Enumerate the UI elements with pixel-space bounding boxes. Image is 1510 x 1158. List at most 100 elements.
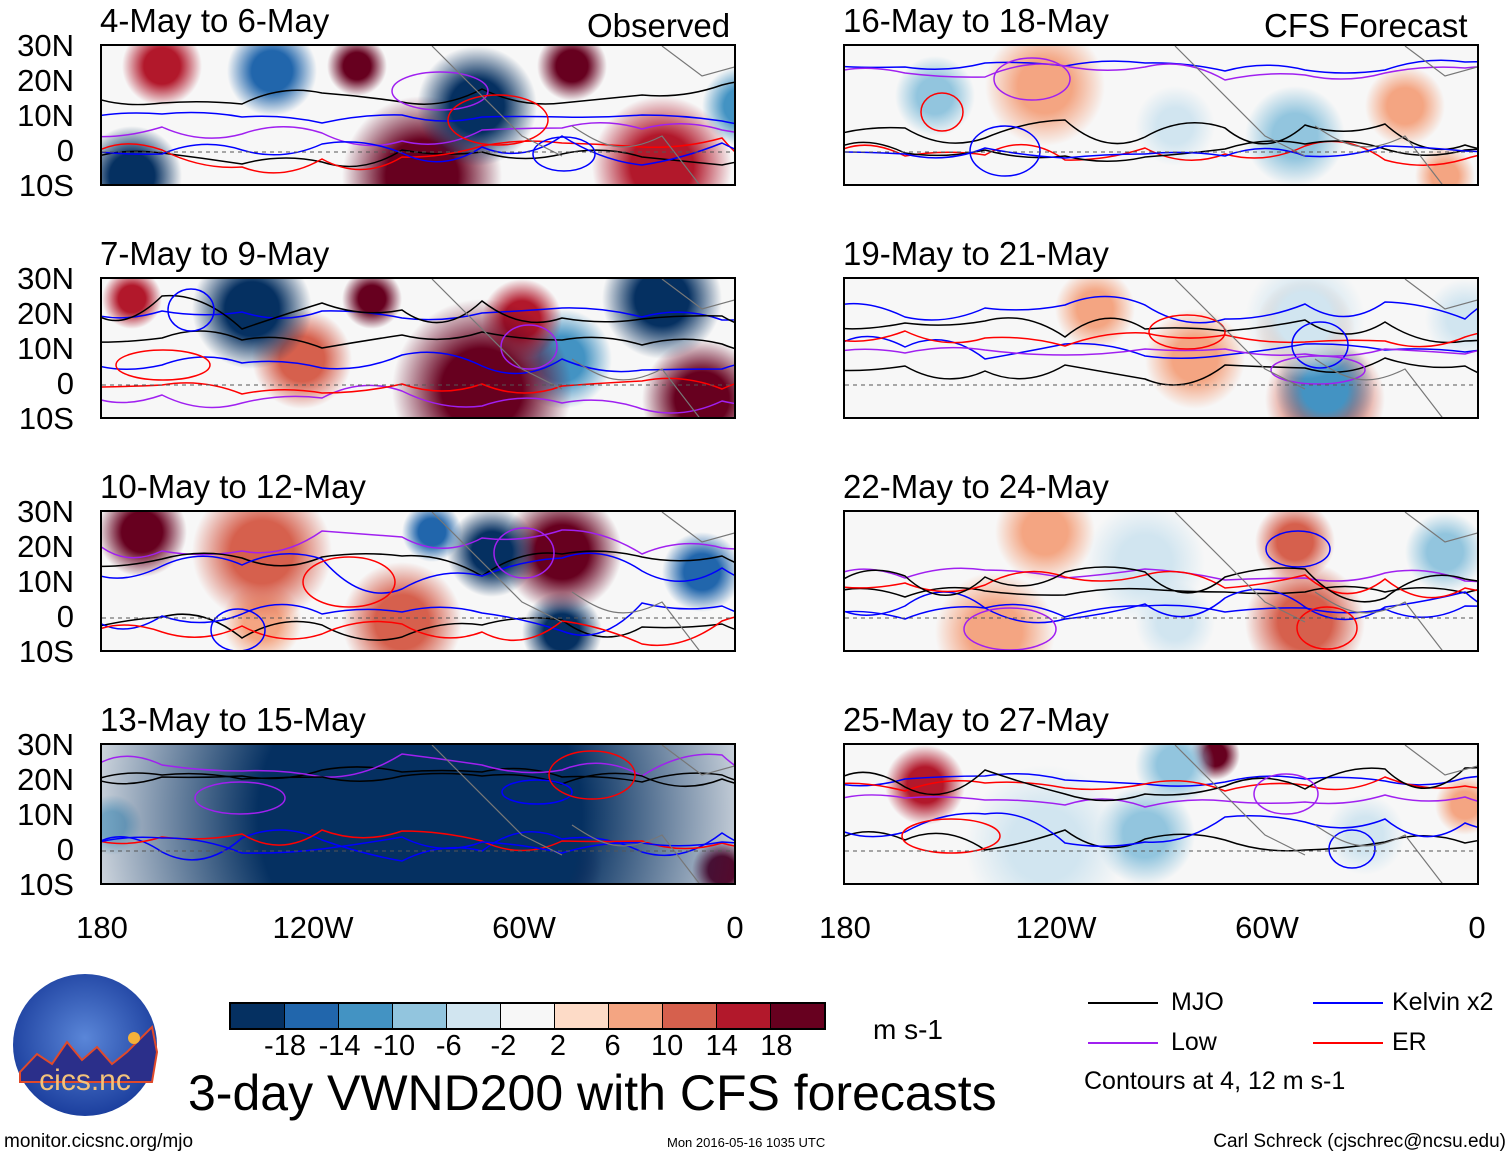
- colorbar-tick-label: -6: [436, 1030, 462, 1063]
- contour-line: [845, 605, 1479, 619]
- contour-line: [845, 358, 1479, 385]
- lat-label: 10N: [0, 566, 74, 597]
- panel-title: 16-May to 18-May: [843, 4, 1109, 37]
- lat-label: 20N: [0, 298, 74, 329]
- lon-label-left: 60W: [492, 912, 556, 943]
- figure-title: 3-day VWND200 with CFS forecasts: [188, 1064, 997, 1122]
- lat-label: 20N: [0, 65, 74, 96]
- colorbar-tick-label: 6: [605, 1030, 621, 1063]
- footer-url: monitor.cicsnc.org/mjo: [4, 1131, 193, 1153]
- contour-loop: [501, 325, 557, 369]
- coastline: [432, 279, 736, 419]
- contour-line: [845, 774, 1479, 786]
- colorbar-swatch: [501, 1004, 555, 1028]
- contour-note: Contours at 4, 12 m s-1: [1084, 1067, 1345, 1096]
- kelvin-legend-line: [1313, 1002, 1383, 1004]
- lat-label: 20N: [0, 531, 74, 562]
- mjo-legend-line: [1088, 1002, 1158, 1004]
- colorbar-units: m s-1: [873, 1014, 943, 1046]
- contour-line: [102, 308, 736, 320]
- lat-label: 30N: [0, 496, 74, 527]
- contour-line: [102, 123, 736, 146]
- colorbar-tick-label: -2: [490, 1030, 516, 1063]
- lat-label: 30N: [0, 263, 74, 294]
- map-panel: [843, 510, 1479, 652]
- observed-column-title: Observed: [587, 9, 730, 42]
- figure: Observed CFS Forecast 4-May to 6-May 30N 2…: [0, 0, 1510, 1158]
- lat-label: 20N: [0, 764, 74, 795]
- panel-title: 25-May to 27-May: [843, 703, 1109, 736]
- lon-label-right: 60W: [1235, 912, 1299, 943]
- lat-label: 10S: [0, 170, 74, 201]
- contour-line: [102, 553, 736, 593]
- coastline: [432, 512, 736, 652]
- panel-title: 4-May to 6-May: [100, 4, 329, 37]
- lon-label-right: 120W: [1016, 912, 1097, 943]
- map-panel: [100, 44, 736, 186]
- contour-loop: [1254, 774, 1318, 814]
- map-panel: [100, 510, 736, 652]
- colorbar-tick-label: -18: [264, 1030, 306, 1063]
- colorbar-tick-label: 14: [706, 1030, 738, 1063]
- colorbar-tick-label: 2: [550, 1030, 566, 1063]
- colorbar-tick-label: -10: [373, 1030, 415, 1063]
- kelvin-legend-label: Kelvin x2: [1392, 988, 1493, 1017]
- contour-loop: [1266, 531, 1330, 567]
- contour-line: [102, 385, 736, 413]
- lat-label: 30N: [0, 729, 74, 760]
- lon-label-right: 180: [819, 912, 871, 943]
- svg-text:cics.nc: cics.nc: [39, 1064, 131, 1097]
- contour-loop: [195, 782, 285, 814]
- lon-label-left: 120W: [273, 912, 354, 943]
- panel-title: 13-May to 15-May: [100, 703, 366, 736]
- contour-loop: [392, 72, 488, 110]
- panel-title: 19-May to 21-May: [843, 237, 1109, 270]
- contour-line: [845, 290, 1479, 322]
- colorbar-swatch: [285, 1004, 339, 1028]
- low-legend-line: [1088, 1042, 1158, 1044]
- contour-line: [845, 830, 1479, 851]
- contour-line: [102, 81, 736, 104]
- colorbar-tick-label: -14: [319, 1030, 361, 1063]
- lat-label: 0: [0, 834, 74, 865]
- map-panel: [100, 277, 736, 419]
- colorbar-swatch: [339, 1004, 393, 1028]
- contour-line: [102, 773, 736, 788]
- contour-line: [845, 813, 1479, 846]
- contour-line: [102, 136, 736, 165]
- contour-loop: [168, 289, 214, 331]
- contour-loop: [964, 608, 1056, 650]
- panel-title: 7-May to 9-May: [100, 237, 329, 270]
- colorbar-tick-label: 10: [651, 1030, 683, 1063]
- panel-title: 22-May to 24-May: [843, 470, 1109, 503]
- contour-line: [102, 113, 736, 127]
- contour-line: [102, 830, 736, 861]
- panel-title: 10-May to 12-May: [100, 470, 366, 503]
- lat-label: 10N: [0, 100, 74, 131]
- colorbar-swatch: [231, 1004, 285, 1028]
- colorbar-swatch: [393, 1004, 447, 1028]
- colorbar-swatch: [555, 1004, 609, 1028]
- colorbar-swatch: [663, 1004, 717, 1028]
- lon-label-left: 180: [76, 912, 128, 943]
- contour-line: [845, 347, 1479, 356]
- contour-line: [102, 331, 736, 352]
- contour-line: [845, 60, 1479, 73]
- lon-label-right: 0: [1468, 912, 1485, 943]
- lat-label: 0: [0, 135, 74, 166]
- lat-label: 10S: [0, 636, 74, 667]
- coastline: [432, 745, 736, 885]
- lat-label: 10S: [0, 869, 74, 900]
- contour-line: [845, 64, 1479, 80]
- contour-loop: [1149, 315, 1225, 349]
- map-panel: [843, 44, 1479, 186]
- lat-label: 10N: [0, 799, 74, 830]
- lat-label: 0: [0, 368, 74, 399]
- cics-logo: cics.nc: [12, 972, 158, 1118]
- lat-label: 10S: [0, 403, 74, 434]
- map-panel: [843, 743, 1479, 885]
- contour-line: [102, 296, 736, 330]
- mjo-legend-label: MJO: [1171, 988, 1224, 1017]
- colorbar-tick-label: 18: [760, 1030, 792, 1063]
- colorbar-swatch: [771, 1004, 824, 1028]
